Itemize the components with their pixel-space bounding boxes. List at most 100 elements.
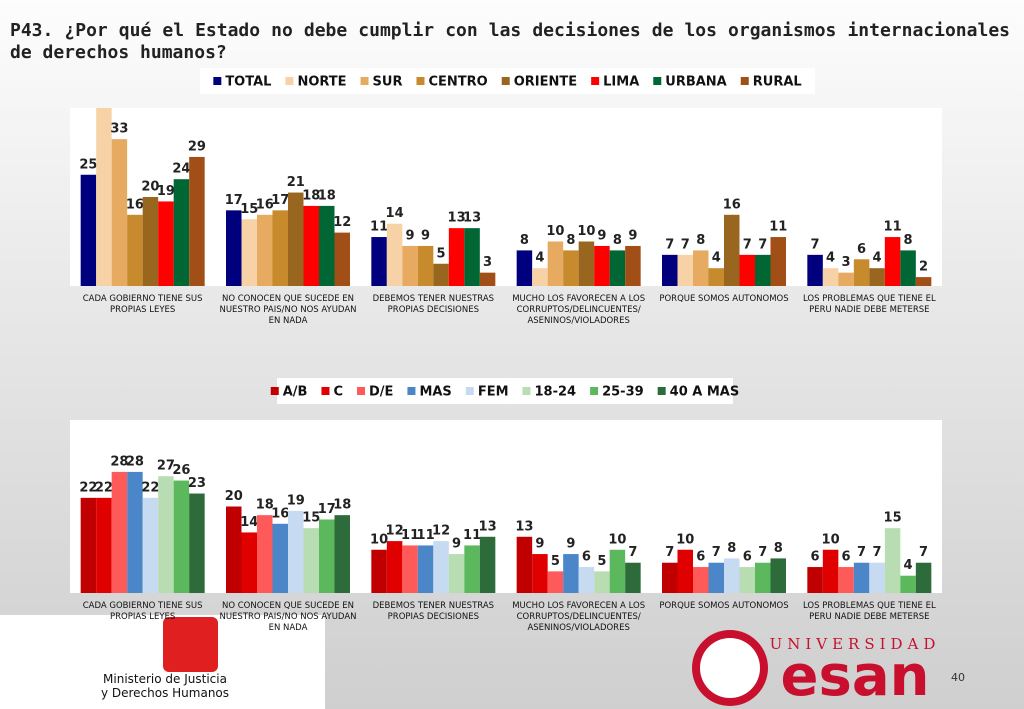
value-label: 7 bbox=[665, 237, 674, 252]
bar bbox=[127, 471, 143, 593]
value-label: 5 bbox=[597, 554, 606, 569]
value-label: 21 bbox=[287, 175, 305, 190]
bar bbox=[319, 519, 335, 593]
bar bbox=[594, 245, 610, 286]
bar bbox=[371, 549, 387, 593]
bar bbox=[693, 250, 709, 286]
bar bbox=[142, 497, 159, 593]
bar bbox=[479, 536, 496, 593]
legend-swatch bbox=[465, 387, 474, 395]
bar bbox=[755, 562, 771, 593]
bar bbox=[625, 562, 641, 593]
value-label: 6 bbox=[842, 550, 851, 565]
value-label: 4 bbox=[712, 251, 721, 266]
bar bbox=[226, 210, 242, 286]
legend-label: ORIENTE bbox=[514, 75, 577, 90]
value-label: 19 bbox=[157, 184, 175, 199]
legend-swatch bbox=[522, 387, 531, 395]
value-label: 7 bbox=[681, 237, 690, 252]
bar bbox=[822, 549, 839, 593]
value-label: 15 bbox=[884, 511, 902, 526]
x-tick-label: PORQUE SOMOS AUTONOMOS bbox=[659, 294, 789, 304]
value-label: 13 bbox=[448, 211, 466, 226]
legend-swatch bbox=[740, 77, 749, 85]
value-label: 7 bbox=[919, 545, 928, 560]
legend-label: URBANA bbox=[665, 75, 726, 90]
plot-area bbox=[70, 108, 942, 286]
bar bbox=[448, 554, 465, 593]
bar bbox=[609, 250, 626, 286]
bar bbox=[900, 575, 916, 593]
value-label: 8 bbox=[727, 541, 736, 556]
value-label: 19 bbox=[287, 493, 305, 508]
value-label: 6 bbox=[857, 242, 866, 257]
bar bbox=[884, 237, 901, 286]
bar bbox=[448, 228, 465, 286]
bar bbox=[516, 536, 533, 593]
bar bbox=[708, 562, 724, 593]
legend-swatch bbox=[407, 387, 416, 395]
bar bbox=[532, 268, 548, 286]
value-label: 10 bbox=[577, 224, 595, 239]
value-label: 9 bbox=[597, 228, 606, 243]
value-label: 12 bbox=[386, 524, 404, 539]
x-tick-label: CADA GOBIERNO TIENE SUS PROPIAS LEYES bbox=[82, 294, 203, 315]
bar bbox=[127, 214, 143, 286]
bar bbox=[547, 241, 564, 286]
value-label: 11 bbox=[417, 528, 435, 543]
bar bbox=[464, 545, 480, 593]
value-label: 8 bbox=[904, 233, 913, 248]
value-label: 7 bbox=[758, 237, 767, 252]
value-label: 9 bbox=[535, 537, 544, 552]
legend-label: RURAL bbox=[753, 75, 802, 90]
value-label: 8 bbox=[613, 233, 622, 248]
x-tick-label: PORQUE SOMOS AUTONOMOS bbox=[659, 601, 789, 611]
value-label: 16 bbox=[126, 197, 144, 212]
value-label: 16 bbox=[723, 197, 741, 212]
bar bbox=[547, 571, 564, 593]
bar bbox=[578, 241, 595, 286]
value-label: 7 bbox=[758, 545, 767, 560]
bar bbox=[853, 562, 870, 593]
value-label: 18 bbox=[302, 188, 320, 203]
bar bbox=[142, 197, 159, 286]
bar bbox=[807, 254, 823, 286]
bar bbox=[96, 497, 112, 593]
bar bbox=[189, 493, 205, 593]
bar bbox=[272, 523, 288, 593]
bar bbox=[739, 567, 755, 593]
ministry-logo bbox=[163, 617, 218, 672]
value-label: 4 bbox=[904, 558, 913, 573]
value-label: 14 bbox=[386, 206, 404, 221]
bar bbox=[433, 541, 449, 593]
bar bbox=[838, 567, 854, 593]
value-label: 4 bbox=[535, 251, 544, 266]
bar bbox=[371, 237, 387, 286]
value-label: 11 bbox=[463, 528, 481, 543]
value-label: 5 bbox=[551, 554, 560, 569]
bar bbox=[303, 528, 319, 593]
value-label: 8 bbox=[520, 233, 529, 248]
value-label: 33 bbox=[110, 122, 128, 137]
value-label: 7 bbox=[811, 237, 820, 252]
bar bbox=[900, 250, 916, 286]
bar bbox=[111, 471, 128, 593]
bar bbox=[402, 245, 418, 286]
bar bbox=[563, 554, 579, 593]
bar bbox=[334, 232, 350, 286]
bar bbox=[272, 210, 288, 286]
bar bbox=[433, 263, 449, 286]
bar bbox=[288, 510, 304, 593]
plot-area bbox=[70, 420, 942, 593]
value-label: 10 bbox=[822, 532, 840, 547]
bar bbox=[724, 214, 740, 286]
bar bbox=[755, 254, 771, 286]
bar bbox=[662, 562, 678, 593]
esan-seal-inner bbox=[700, 638, 760, 698]
bar bbox=[288, 192, 304, 286]
value-label: 7 bbox=[857, 545, 866, 560]
value-label: 12 bbox=[333, 215, 351, 230]
legend-label: C bbox=[333, 385, 343, 400]
value-label: 23 bbox=[188, 476, 206, 491]
legend-swatch bbox=[501, 77, 510, 85]
